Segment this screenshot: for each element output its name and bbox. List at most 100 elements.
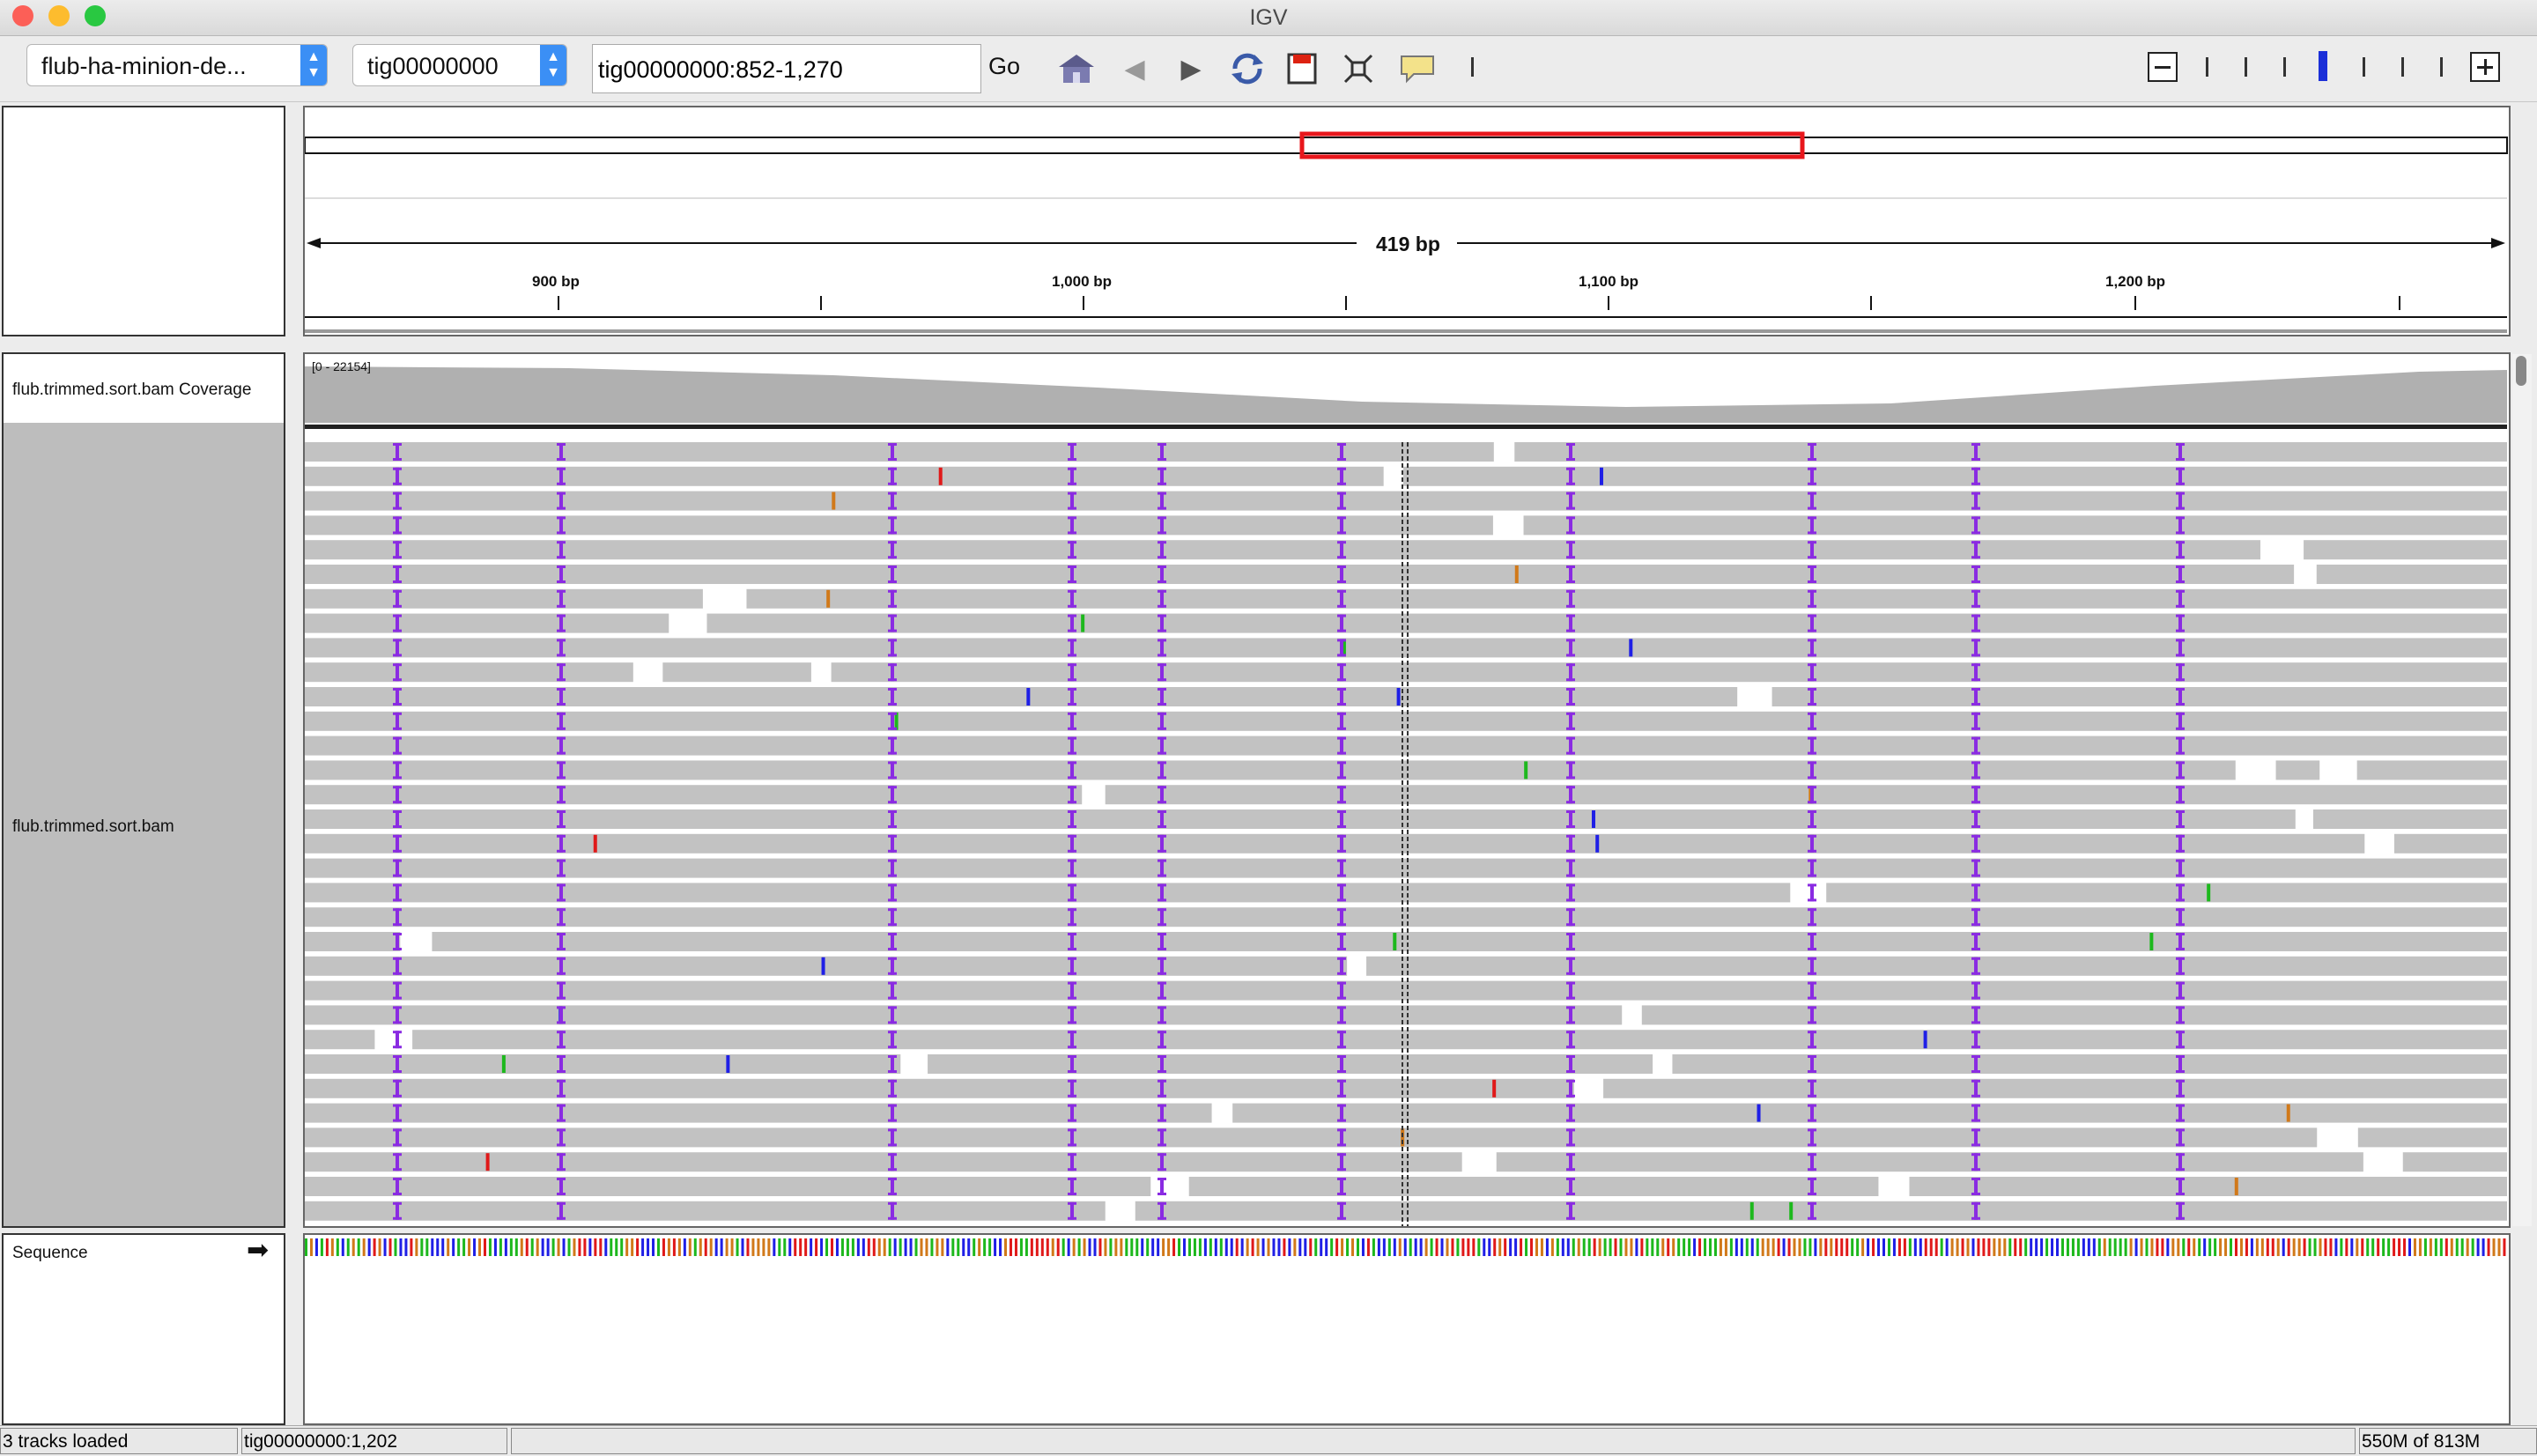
insertion-mark [1340,1153,1343,1171]
insertion-cap [1337,948,1346,950]
insertion-cap [557,688,566,691]
insertion-cap [557,639,566,642]
insertion-cap [557,923,566,927]
sequence-base [373,1238,376,1256]
vertical-scrollbar[interactable] [2512,354,2532,1226]
insertion-cap [393,801,402,804]
minimize-window-button[interactable] [48,5,70,26]
mismatch-mark [1591,810,1595,828]
sequence-base [1203,1238,1207,1256]
sequence-track-name[interactable]: Sequence [12,1244,88,1262]
insertion-cap [393,506,402,510]
insertion-mark [1974,541,1978,559]
sequence-base [1409,1238,1412,1256]
insertion-cap [2176,981,2185,985]
insertion-cap [1158,1193,1166,1195]
alignment-track-name[interactable]: flub.trimmed.sort.bam [12,817,174,836]
insertion-cap [1566,1104,1575,1107]
insertion-mark [1810,810,1814,828]
chromosome-selector[interactable]: tig00000000 ▲ ▼ [352,44,567,86]
sequence-base [978,1238,981,1256]
locus-input[interactable]: tig00000000:852-1,270 [592,44,981,93]
sequence-base [983,1238,987,1256]
insertion-cap [2176,1021,2185,1024]
zoom-level-tick[interactable] [2440,57,2443,77]
zoom-out-button[interactable] [2148,52,2178,82]
insertion-cap [1158,948,1166,950]
insertion-cap [888,1178,897,1180]
sequence-data-panel[interactable] [303,1233,2511,1425]
fit-to-window-icon[interactable] [1339,49,1378,88]
popup-info-icon[interactable] [1395,49,1439,88]
sequence-base [1061,1238,1065,1256]
insertion-cap [1566,981,1575,985]
insertion-mark [1160,1079,1164,1098]
insertion-cap [1808,1021,1816,1024]
go-button[interactable]: Go [988,53,1021,79]
sequence-base [1903,1238,1906,1256]
insertion-mark [1569,1031,1572,1049]
alignment-data-panel[interactable]: [0 - 22154] [303,352,2511,1228]
zoom-in-button[interactable] [2470,52,2500,82]
insertion-cap [888,1128,897,1132]
insertion-cap [1337,1168,1346,1171]
insertion-cap [557,654,566,657]
read [1771,687,2507,706]
insertion-cap [393,751,402,755]
insertion-cap [888,908,897,912]
zoom-level-tick[interactable] [2245,57,2247,77]
insertion-cap [557,467,566,470]
insertion-mark [1974,589,1978,608]
insertion-cap [2176,688,2185,691]
sequence-base [536,1238,539,1256]
insertion-cap [1808,1055,1816,1058]
zoom-level-tick[interactable] [2363,57,2365,77]
insertion-cap [1971,736,1980,740]
strand-arrow-icon[interactable]: ➡ [247,1236,270,1265]
read [305,613,669,633]
insertion-mark [396,663,399,682]
coverage-track-name[interactable]: flub.trimmed.sort.bam Coverage [12,381,252,399]
scrollbar-thumb[interactable] [2516,356,2526,386]
genome-selector[interactable]: flub-ha-minion-de... ▲ ▼ [26,44,328,86]
sequence-base [2308,1238,2311,1256]
refresh-icon[interactable] [1226,49,1268,88]
insertion-cap [557,663,566,667]
ruler-panel[interactable]: 419 bp 900 bp 1,000 bp 1,100 bp 1,200 bp [303,106,2511,336]
insertion-mark [1974,688,1978,706]
insertion-mark [396,639,399,657]
insertion-mark [1070,467,1074,485]
back-arrow-icon[interactable]: ◀ [1124,54,1145,84]
sequence-base [1172,1238,1176,1256]
insertion-cap [1068,614,1076,617]
zoom-level-current[interactable] [2319,51,2327,81]
region-of-interest-icon[interactable] [1283,49,1321,88]
insertion-mark [1569,736,1572,755]
zoom-window-button[interactable] [85,5,106,26]
insertion-cap [1808,1079,1816,1083]
sequence-base [1719,1238,1722,1256]
sequence-base [1966,1238,1970,1256]
forward-arrow-icon[interactable]: ▶ [1180,54,1202,84]
insertion-mark [559,1006,563,1024]
close-window-button[interactable] [12,5,33,26]
zoom-level-tick[interactable] [2206,57,2208,77]
insertion-cap [2176,948,2185,950]
insertion-cap [557,604,566,608]
insertion-cap [1808,1168,1816,1171]
read [2304,540,2507,560]
insertion-cap [2176,1153,2185,1157]
sequence-base [1566,1238,1570,1256]
insertion-cap [2176,703,2185,706]
sequence-base [2230,1238,2233,1256]
coverage-track-label-box[interactable] [4,354,284,423]
home-icon[interactable] [1054,49,1099,88]
insertion-cap [1808,810,1816,813]
zoom-level-tick[interactable] [2283,57,2286,77]
zoom-level-tick[interactable] [2401,57,2404,77]
sequence-base [1451,1238,1454,1256]
insertion-mark [559,1201,563,1220]
insertion-mark [1340,688,1343,706]
insertion-mark [1160,834,1164,853]
insertion-cap [1158,589,1166,593]
